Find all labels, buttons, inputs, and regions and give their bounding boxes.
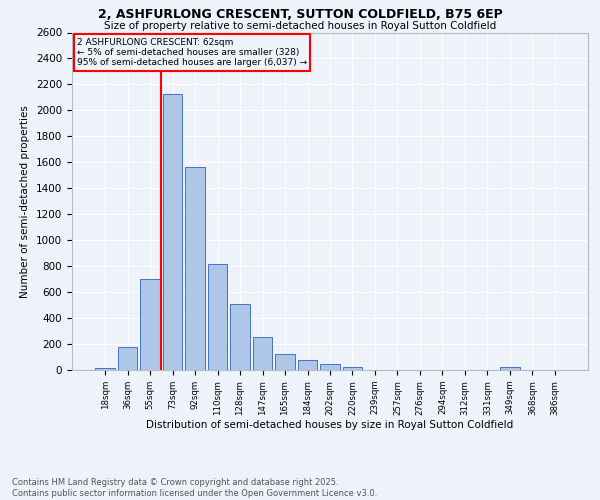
X-axis label: Distribution of semi-detached houses by size in Royal Sutton Coldfield: Distribution of semi-detached houses by … [146,420,514,430]
Text: 2, ASHFURLONG CRESCENT, SUTTON COLDFIELD, B75 6EP: 2, ASHFURLONG CRESCENT, SUTTON COLDFIELD… [98,8,502,20]
Bar [208,264,227,370]
Bar [95,368,115,370]
Text: Size of property relative to semi-detached houses in Royal Sutton Coldfield: Size of property relative to semi-detach… [104,21,496,31]
Bar [253,337,272,370]
Y-axis label: Number of semi-detached properties: Number of semi-detached properties [20,105,31,298]
Bar [163,94,182,370]
Bar [275,354,295,370]
Bar [185,168,205,370]
Bar [343,367,362,370]
Bar [298,360,317,370]
Text: 2 ASHFURLONG CRESCENT: 62sqm
← 5% of semi-detached houses are smaller (328)
95% : 2 ASHFURLONG CRESCENT: 62sqm ← 5% of sem… [77,38,307,68]
Bar [140,279,160,370]
Text: Contains HM Land Registry data © Crown copyright and database right 2025.
Contai: Contains HM Land Registry data © Crown c… [12,478,377,498]
Bar [320,364,340,370]
Bar [500,368,520,370]
Bar [118,346,137,370]
Bar [230,304,250,370]
